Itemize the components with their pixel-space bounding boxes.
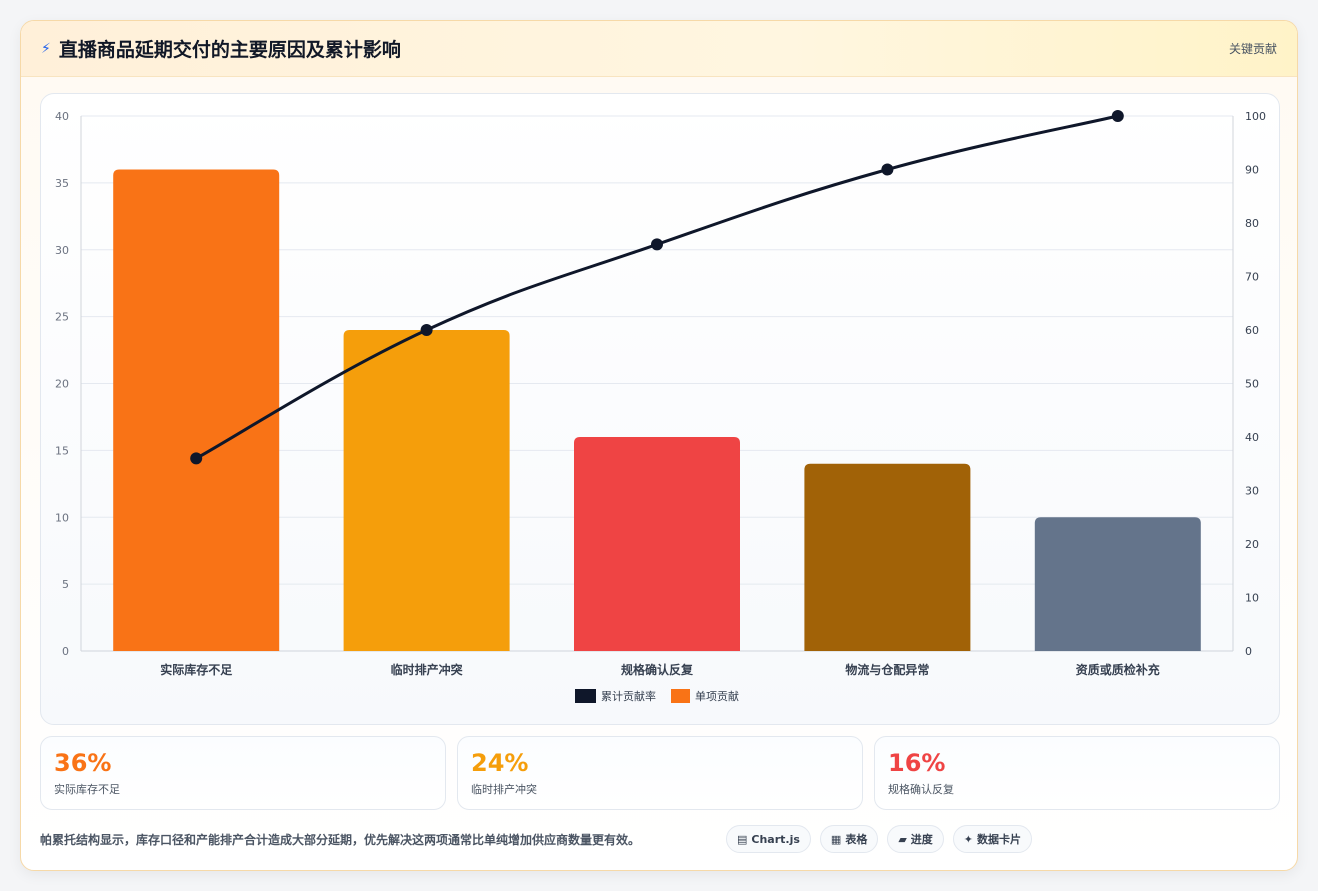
footer: 帕累托结构显示，库存口径和产能排产合计造成大部分延期，优先解决这两项通常比单纯增… <box>40 821 1280 857</box>
y2-tick-label: 0 <box>1245 645 1252 658</box>
y2-tick-label: 100 <box>1245 110 1266 123</box>
chip-table[interactable]: ▦ 表格 <box>819 825 879 853</box>
y2-tick-label: 40 <box>1245 431 1259 444</box>
legend-label: 单项贡献 <box>695 689 739 703</box>
progress-icon: ▰ <box>898 832 907 846</box>
x-tick-label: 资质或质检补充 <box>1076 662 1160 677</box>
cumulative-point <box>651 238 663 251</box>
x-tick-label: 规格确认反复 <box>621 662 694 677</box>
stat-card: 24% 临时排产冲突 <box>457 736 863 810</box>
y2-tick-label: 30 <box>1245 485 1259 498</box>
chip-label: Chart.js <box>751 832 800 846</box>
y-tick-label: 40 <box>55 110 69 123</box>
y-tick-label: 35 <box>55 177 69 190</box>
y2-tick-label: 10 <box>1245 592 1259 605</box>
bar <box>113 169 280 651</box>
tech-chips: ▤ Chart.js ▦ 表格 ▰ 进度 ✦ 数据卡片 <box>726 825 1033 853</box>
stat-label: 规格确认反复 <box>888 783 954 796</box>
sparkle-icon: ✦ <box>963 832 974 846</box>
y-tick-label: 10 <box>55 511 69 524</box>
legend-swatch-line <box>575 689 596 703</box>
stat-label: 临时排产冲突 <box>471 783 537 796</box>
summary-text: 帕累托结构显示，库存口径和产能排产合计造成大部分延期，优先解决这两项通常比单纯增… <box>40 832 641 847</box>
cumulative-point <box>881 163 894 176</box>
stat-cards: 36% 实际库存不足 24% 临时排产冲突 16% 规格确认反复 <box>40 736 1280 810</box>
y2-tick-label: 80 <box>1245 217 1259 230</box>
chip-label: 数据卡片 <box>977 833 1022 846</box>
x-tick-label: 实际库存不足 <box>160 662 232 677</box>
cumulative-line <box>195 114 1119 460</box>
bar <box>1034 517 1201 651</box>
bar <box>574 437 740 651</box>
y2-tick-label: 60 <box>1245 324 1259 337</box>
y-tick-label: 0 <box>62 645 69 658</box>
chart-icon: ▤ <box>737 832 748 846</box>
chart-panel: 0 5 10 15 20 25 30 35 40 0 10 20 30 40 50 60 70 80 90 100 实际… <box>40 93 1280 725</box>
y2-tick-label: 50 <box>1245 378 1259 391</box>
chip-label: 表格 <box>845 833 868 846</box>
cumulative-point <box>1111 110 1124 122</box>
stat-card: 16% 规格确认反复 <box>874 736 1280 810</box>
stat-value: 36% <box>54 749 112 777</box>
legend-swatch-bar <box>671 689 690 703</box>
chip-chartjs[interactable]: ▤ Chart.js <box>726 825 811 853</box>
chart-card: ⚡ 直播商品延期交付的主要原因及累计影响 关键贡献 0 5 10 15 20 25 30 35… <box>20 20 1298 871</box>
y-tick-label: 20 <box>55 378 69 391</box>
card-header: ⚡ 直播商品延期交付的主要原因及累计影响 关键贡献 <box>21 21 1297 77</box>
lightning-icon: ⚡ <box>41 40 51 57</box>
chip-label: 进度 <box>910 833 933 846</box>
chip-data-card[interactable]: ✦ 数据卡片 <box>952 825 1033 853</box>
legend-label: 累计贡献率 <box>601 689 656 703</box>
stat-label: 实际库存不足 <box>54 783 120 796</box>
y2-tick-label: 20 <box>1245 538 1259 551</box>
x-tick-label: 临时排产冲突 <box>391 662 463 677</box>
stat-value: 16% <box>888 749 946 777</box>
y-tick-label: 30 <box>55 244 69 257</box>
chip-progress[interactable]: ▰ 进度 <box>887 825 944 853</box>
y2-tick-label: 70 <box>1245 271 1259 284</box>
pareto-chart: 0 5 10 15 20 25 30 35 40 0 10 20 30 40 50 60 70 80 90 100 实际… <box>55 110 1266 703</box>
table-icon: ▦ <box>830 832 842 846</box>
y-tick-label: 25 <box>55 311 69 324</box>
x-tick-label: 物流与仓配异常 <box>845 662 929 677</box>
y-tick-label: 15 <box>55 444 69 457</box>
stat-value: 24% <box>471 749 529 777</box>
key-contribution-label: 关键贡献 <box>1228 42 1277 56</box>
cumulative-point <box>190 452 203 465</box>
y-tick-label: 5 <box>62 578 69 591</box>
y2-tick-label: 90 <box>1245 164 1259 177</box>
bar <box>343 330 510 651</box>
stat-card: 36% 实际库存不足 <box>40 736 446 810</box>
bar <box>804 463 971 651</box>
page-title: 直播商品延期交付的主要原因及累计影响 <box>58 39 401 61</box>
cumulative-point <box>420 324 433 336</box>
